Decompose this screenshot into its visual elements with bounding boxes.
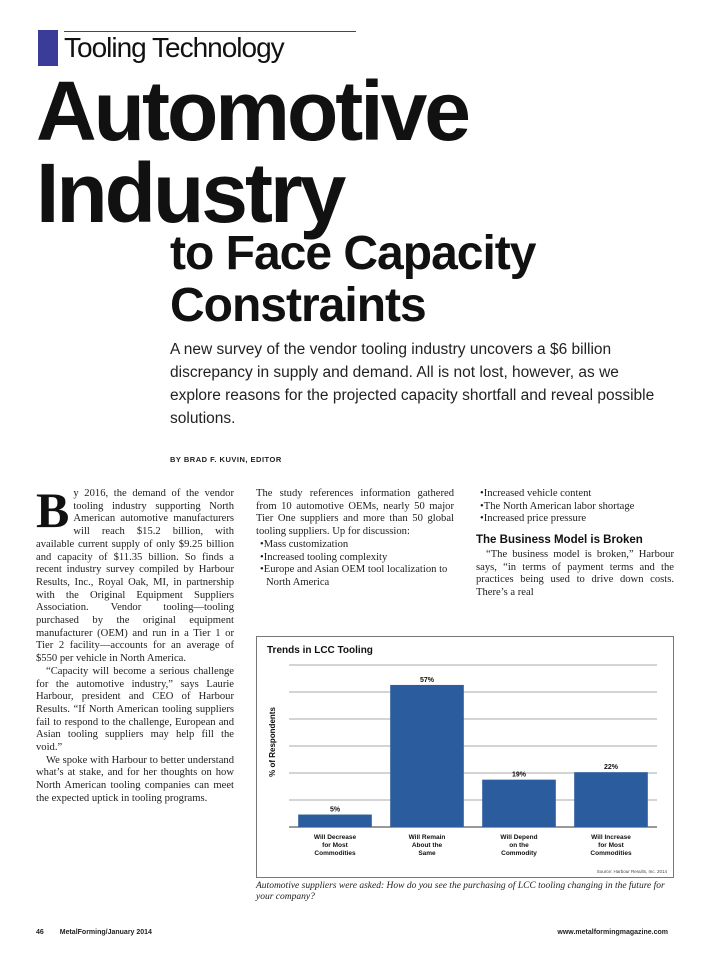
chart-source: Source: Harbour Results, Inc. 2014 — [597, 869, 668, 874]
category-label: Will Decrease for Most Commodities — [314, 834, 357, 857]
bullet-list: Mass customization Increased tooling com… — [256, 539, 454, 590]
headline-sub: to Face Capacity Constraints — [170, 227, 536, 332]
bullet-list: Increased vehicle content The North Amer… — [476, 488, 674, 526]
paragraph: The study references information gathere… — [256, 488, 454, 538]
headline-line-4: Constraints — [170, 279, 427, 332]
body-column-2: The study references information gathere… — [256, 488, 454, 590]
section-label: Tooling Technology — [64, 32, 285, 63]
list-item: The North American labor shortage — [476, 501, 674, 514]
chart-caption: Automotive suppliers were asked: How do … — [256, 881, 665, 902]
list-item: Increased tooling complexity — [256, 552, 454, 565]
headline-line-3: to Face Capacity — [170, 227, 536, 280]
paragraph: “The business model is broken,” Harbour … — [476, 548, 674, 598]
paragraph: We spoke with Harbour to better understa… — [36, 754, 234, 804]
bar — [390, 684, 464, 827]
article-deck: A new survey of the vendor tooling indus… — [170, 341, 655, 427]
publication-name: MetalForming/January 2014 — [59, 929, 152, 936]
data-label: 5% — [330, 807, 341, 814]
category-label: Will Depend on the Commodity — [500, 834, 537, 857]
headline-main: Automotive Industry — [36, 64, 471, 240]
category-labels: Will Decrease for Most Commodities Will Rem… — [314, 834, 632, 857]
data-label: 57% — [420, 677, 435, 684]
bar — [574, 772, 648, 827]
body-column-3: Increased vehicle content The North Amer… — [476, 488, 674, 600]
list-item: Increased vehicle content — [476, 488, 674, 501]
data-label: 22% — [604, 764, 619, 771]
section-subhead: The Business Model is Broken — [476, 534, 643, 547]
footer-left: 46 MetalForming/January 2014 — [36, 929, 152, 936]
byline: BY BRAD F. KUVIN, EDITOR — [170, 455, 282, 464]
list-item: Europe and Asian OEM tool localization t… — [256, 564, 454, 589]
list-item: Increased price pressure — [476, 513, 674, 526]
list-item: Mass customization — [256, 539, 454, 552]
bar-chart-svg: Trends in LCC Tooling % of Respondents 5… — [267, 645, 668, 874]
headline-line-1: Automotive — [36, 64, 471, 158]
paragraph: “Capacity will become a serious challeng… — [36, 665, 234, 754]
bar — [482, 779, 556, 827]
drop-cap: B — [36, 482, 70, 538]
bar — [298, 814, 372, 827]
data-label: 19% — [512, 772, 527, 779]
page-number: 46 — [36, 929, 44, 936]
paragraph-text: y 2016, the demand of the vendor tooling… — [36, 488, 234, 665]
bar-chart: Trends in LCC Tooling % of Respondents 5… — [256, 636, 674, 878]
y-axis-label: % of Respondents — [268, 707, 277, 777]
bars: 5% 57% 19% 22% — [298, 677, 648, 827]
section-tag: Tooling Technology — [38, 28, 356, 68]
footer-url: www.metalformingmagazine.com — [557, 929, 668, 936]
category-label: Will Remain About the Same — [409, 834, 446, 857]
headline-line-2: Industry — [36, 146, 346, 240]
section-accent-bar — [38, 30, 58, 66]
chart-title: Trends in LCC Tooling — [267, 645, 373, 656]
section-rule — [64, 31, 356, 32]
category-label: Will Increase for Most Commodities — [590, 834, 632, 857]
